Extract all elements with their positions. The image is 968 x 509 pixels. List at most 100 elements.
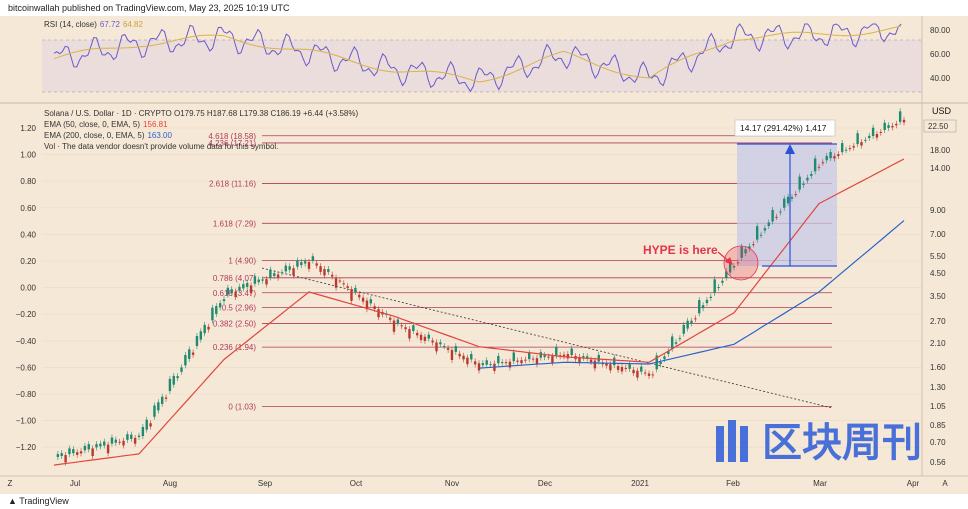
fib-label: 0.382 (2.50) (213, 319, 256, 328)
candle (427, 334, 430, 339)
candle (87, 444, 90, 450)
rsi-legend: RSI (14, close) 67.72 64.82 (44, 20, 143, 29)
left-axis-tick: 0.80 (20, 177, 36, 186)
candle (535, 358, 539, 365)
candle (833, 156, 836, 159)
candle (852, 146, 855, 148)
candle (798, 176, 801, 190)
candle (288, 266, 291, 270)
candle (481, 363, 485, 366)
candle (450, 349, 454, 361)
publish-bar: bitcoinwallah published on TradingView.c… (0, 0, 968, 16)
candle (570, 348, 573, 356)
candle (813, 158, 817, 172)
candle (83, 445, 87, 451)
candle (415, 332, 419, 336)
candle (705, 299, 709, 304)
candle (242, 284, 245, 289)
hype-arrowhead (725, 257, 733, 265)
candle (864, 139, 867, 141)
candle (319, 266, 322, 272)
time-axis-tick: Oct (350, 479, 363, 488)
candle (114, 439, 118, 443)
candle (643, 372, 647, 374)
time-axis[interactable]: Z Jul Aug Sep Oct Nov Dec 2021 Feb Mar Apr A (0, 475, 968, 488)
time-axis-tick: Sep (258, 479, 273, 488)
candle (844, 149, 848, 151)
candle (149, 423, 152, 427)
trendline[interactable] (261, 267, 833, 409)
candle (164, 397, 168, 399)
candle (632, 369, 635, 374)
candle (473, 361, 477, 365)
ema50-legend[interactable]: EMA (50, close, 0, EMA, 5) (44, 120, 141, 129)
candle (628, 364, 631, 369)
candle (446, 348, 450, 350)
measure-arrowhead (785, 144, 795, 154)
price-chart[interactable]: 4.618 (18.58)4.236 (17.21) 2.618 (11.16) 1… (0, 16, 968, 494)
candle (292, 268, 295, 276)
time-axis-tick: Jul (70, 479, 80, 488)
symbol-line[interactable]: Solana / U.S. Dollar · 1D · CRYPTO (44, 109, 172, 118)
candle (725, 271, 728, 278)
candle (779, 211, 782, 213)
candle (207, 326, 210, 330)
candle (663, 356, 666, 360)
price-legend: Solana / U.S. Dollar · 1D · CRYPTO O179.… (44, 108, 358, 152)
candle (802, 183, 805, 186)
left-axis-tick: −0.60 (16, 363, 37, 372)
footer-brand[interactable]: TradingView (19, 496, 69, 506)
candle (694, 318, 697, 320)
candle (458, 353, 461, 357)
candle (199, 331, 203, 340)
candle (234, 291, 237, 298)
fib-label: 0.5 (2.96) (222, 304, 257, 313)
time-axis-tick: 2021 (631, 479, 649, 488)
fib-label: 1.618 (7.29) (213, 219, 256, 228)
candle (868, 135, 871, 139)
candle (744, 249, 747, 254)
candle (755, 226, 759, 240)
candle (578, 356, 581, 363)
candle (253, 276, 257, 284)
candle (790, 197, 794, 199)
left-axis-tick: 0.40 (20, 230, 36, 239)
candle (226, 287, 230, 295)
candle (848, 148, 852, 150)
measure-label: 14.17 (291.42%) 1,417 (740, 123, 827, 133)
candle (589, 359, 593, 363)
candle (829, 152, 832, 159)
candle (245, 283, 249, 287)
candle (330, 274, 334, 277)
candle (75, 452, 79, 455)
candle (485, 360, 488, 365)
candle (354, 287, 357, 292)
candle (300, 262, 303, 266)
fib-label: 4.236 (17.21) (208, 139, 256, 148)
candle (412, 325, 415, 332)
candle (454, 346, 458, 352)
candle (651, 374, 655, 376)
candle (195, 336, 199, 347)
candle (871, 127, 875, 137)
candle (222, 299, 226, 302)
hype-circle[interactable] (723, 245, 759, 281)
candle (400, 325, 403, 327)
rsi-band (42, 40, 922, 92)
fib-label: 1 (4.90) (228, 256, 256, 265)
candle (879, 131, 883, 133)
ema200-legend[interactable]: EMA (200, close, 0, EMA, 5) (44, 131, 145, 140)
candle (261, 279, 264, 281)
candle (821, 162, 825, 164)
candle (230, 289, 233, 294)
candle (528, 352, 531, 360)
candles (56, 108, 906, 466)
currency-label[interactable]: USD (932, 106, 952, 116)
candle (547, 356, 550, 358)
candle (91, 448, 94, 457)
candle (323, 269, 326, 276)
left-axis: 1.20 1.00 0.80 0.60 0.40 0.20 0.00 −0.20 −0.40 −0… (16, 124, 37, 452)
right-axis[interactable]: 80.00 60.00 40.00 22.50 18.00 14.00 9.00 7.00 5.… (921, 16, 951, 476)
candle (184, 355, 187, 366)
right-axis-tick: 2.10 (930, 339, 946, 348)
